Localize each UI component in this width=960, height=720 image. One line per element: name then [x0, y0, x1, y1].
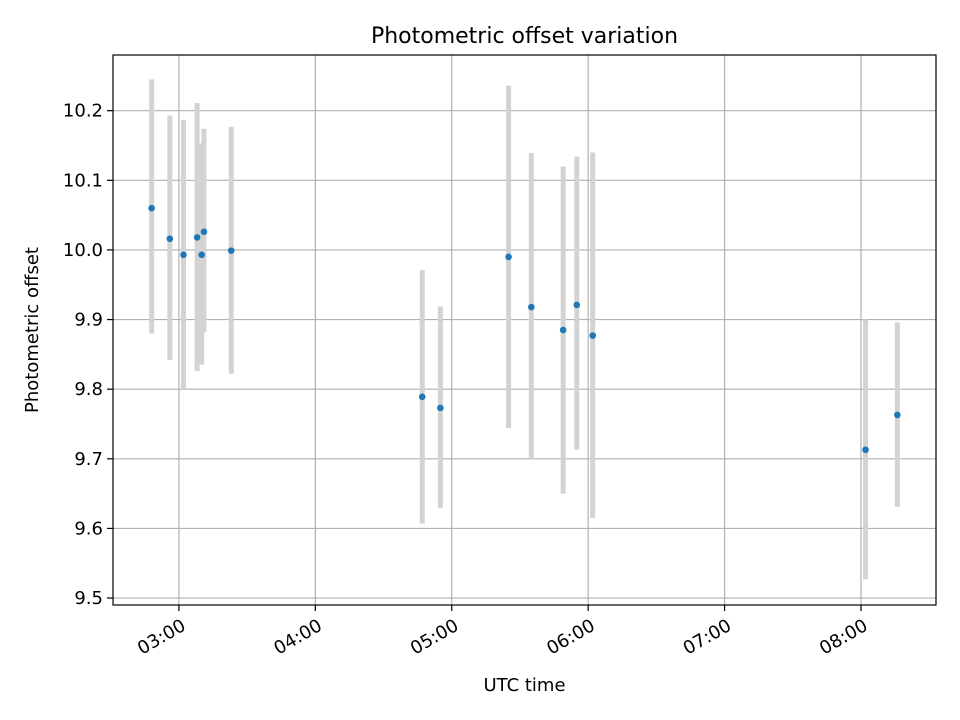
data-point: [148, 204, 155, 212]
x-tick-label: 07:00: [680, 615, 735, 659]
data-point: [573, 301, 581, 309]
x-tick-label: 06:00: [543, 615, 598, 659]
data-point: [227, 247, 235, 254]
x-tick-label: 08:00: [816, 615, 871, 659]
y-tick-label: 10.0: [63, 240, 103, 261]
data-points: [148, 204, 901, 454]
x-tick-label: 03:00: [134, 615, 189, 659]
x-axis-ticks: 03:00 04:00 05:00 06:00 07:00 08:00: [134, 605, 871, 659]
x-tick-label: 04:00: [270, 615, 325, 659]
y-tick-label: 10.1: [63, 170, 103, 191]
y-tick-label: 9.9: [74, 310, 103, 331]
data-point: [589, 332, 597, 339]
data-point: [166, 235, 174, 243]
data-point: [437, 404, 444, 412]
chart-title: Photometric offset variation: [371, 24, 678, 49]
plot-frame: [112, 54, 937, 606]
y-tick-label: 9.5: [74, 588, 103, 609]
data-point: [180, 251, 187, 259]
data-point: [528, 303, 535, 311]
y-tick-label: 10.2: [63, 101, 103, 122]
data-point: [862, 446, 869, 454]
x-tick-label: 05:00: [407, 615, 462, 659]
data-point: [505, 253, 512, 261]
x-axis-label: UTC time: [483, 675, 565, 696]
data-point: [193, 234, 201, 241]
y-tick-label: 9.6: [74, 518, 103, 539]
data-point: [198, 251, 205, 259]
grid: [113, 55, 936, 605]
data-point: [894, 411, 901, 419]
data-point: [200, 228, 208, 236]
y-axis-ticks: 9.5 9.6 9.7 9.8 9.9 10.0 10.1 10.2: [63, 101, 113, 609]
y-tick-label: 9.7: [74, 449, 103, 470]
y-tick-label: 9.8: [74, 379, 103, 400]
data-point: [418, 393, 426, 401]
y-axis-label: Photometric offset: [22, 247, 43, 413]
plot-area-background: [113, 55, 936, 605]
data-point: [559, 326, 567, 334]
